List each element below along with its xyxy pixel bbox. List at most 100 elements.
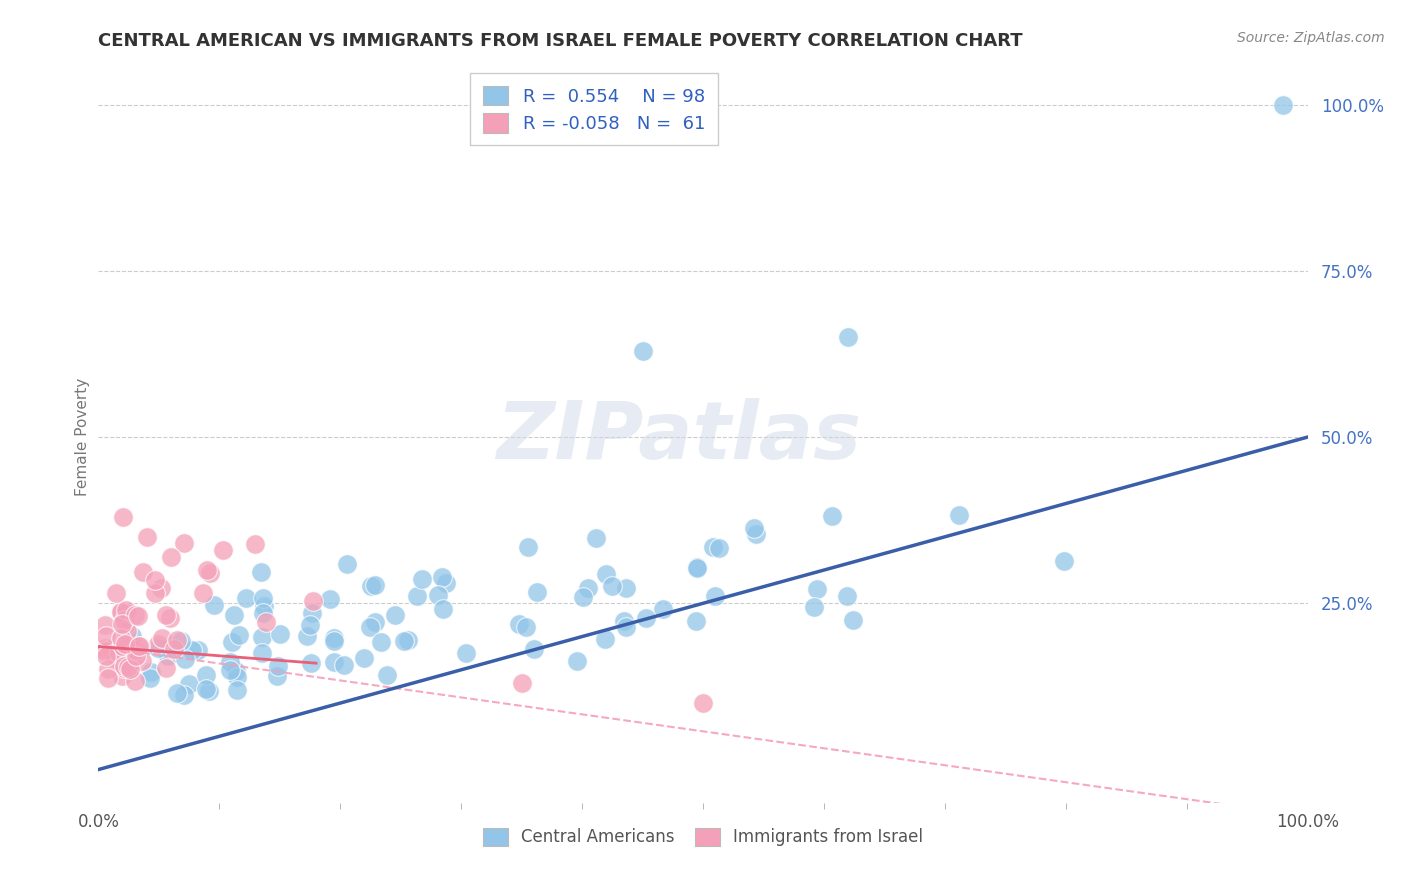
- Point: [187, 643, 209, 657]
- Point: [170, 634, 193, 648]
- Point: [200, 566, 222, 581]
- Point: [202, 599, 225, 613]
- Point: [252, 606, 274, 620]
- Point: [124, 607, 146, 622]
- Point: [128, 639, 150, 653]
- Point: [612, 615, 634, 629]
- Point: [97, 662, 120, 676]
- Point: [94, 648, 117, 663]
- Point: [576, 581, 599, 595]
- Point: [517, 540, 540, 554]
- Point: [150, 631, 173, 645]
- Point: [96, 628, 118, 642]
- Point: [1053, 554, 1076, 568]
- Point: [370, 635, 392, 649]
- Point: [744, 526, 766, 541]
- Point: [226, 670, 249, 684]
- Point: [318, 592, 340, 607]
- Point: [302, 594, 325, 608]
- Point: [269, 627, 291, 641]
- Point: [322, 634, 344, 648]
- Point: [124, 674, 146, 689]
- Point: [114, 637, 136, 651]
- Point: [112, 613, 135, 627]
- Point: [150, 581, 173, 595]
- Point: [332, 657, 354, 672]
- Point: [336, 557, 359, 571]
- Point: [135, 530, 157, 544]
- Point: [364, 578, 387, 592]
- Point: [235, 591, 257, 605]
- Point: [359, 620, 381, 634]
- Point: [155, 660, 177, 674]
- Text: Source: ZipAtlas.com: Source: ZipAtlas.com: [1237, 31, 1385, 45]
- Point: [156, 648, 179, 663]
- Point: [228, 628, 250, 642]
- Point: [821, 508, 844, 523]
- Point: [127, 608, 149, 623]
- Point: [685, 614, 707, 628]
- Point: [118, 662, 141, 676]
- Point: [115, 624, 138, 638]
- Point: [353, 651, 375, 665]
- Point: [114, 617, 136, 632]
- Point: [434, 576, 457, 591]
- Point: [427, 588, 450, 602]
- Point: [510, 676, 533, 690]
- Point: [174, 652, 197, 666]
- Y-axis label: Female Poverty: Female Poverty: [75, 378, 90, 496]
- Point: [456, 646, 478, 660]
- Point: [571, 591, 593, 605]
- Point: [742, 521, 765, 535]
- Point: [707, 541, 730, 556]
- Point: [110, 605, 132, 619]
- Point: [146, 637, 169, 651]
- Point: [97, 671, 120, 685]
- Point: [267, 658, 290, 673]
- Point: [703, 589, 725, 603]
- Point: [614, 620, 637, 634]
- Point: [105, 586, 128, 600]
- Point: [396, 633, 419, 648]
- Point: [159, 611, 181, 625]
- Point: [195, 682, 218, 697]
- Point: [110, 604, 132, 618]
- Point: [180, 643, 202, 657]
- Point: [360, 579, 382, 593]
- Point: [125, 642, 148, 657]
- Point: [323, 655, 346, 669]
- Point: [806, 582, 828, 596]
- Point: [266, 668, 288, 682]
- Point: [652, 602, 675, 616]
- Point: [841, 613, 863, 627]
- Point: [125, 648, 148, 663]
- Point: [301, 606, 323, 620]
- Point: [692, 696, 714, 710]
- Point: [301, 656, 323, 670]
- Point: [948, 508, 970, 523]
- Point: [117, 660, 139, 674]
- Text: ZIPatlas: ZIPatlas: [496, 398, 862, 476]
- Point: [173, 688, 195, 702]
- Point: [299, 618, 322, 632]
- Point: [636, 611, 658, 625]
- Point: [523, 642, 546, 657]
- Point: [243, 537, 266, 551]
- Point: [111, 509, 134, 524]
- Point: [131, 654, 153, 668]
- Point: [148, 640, 170, 655]
- Point: [803, 600, 825, 615]
- Point: [219, 664, 242, 678]
- Point: [104, 651, 127, 665]
- Point: [585, 531, 607, 545]
- Point: [121, 628, 143, 642]
- Point: [173, 536, 195, 550]
- Point: [252, 591, 274, 606]
- Point: [686, 560, 709, 574]
- Point: [117, 657, 139, 671]
- Point: [179, 677, 201, 691]
- Legend: Central Americans, Immigrants from Israel: Central Americans, Immigrants from Israe…: [477, 821, 929, 853]
- Point: [593, 632, 616, 647]
- Point: [94, 643, 117, 657]
- Point: [837, 330, 859, 344]
